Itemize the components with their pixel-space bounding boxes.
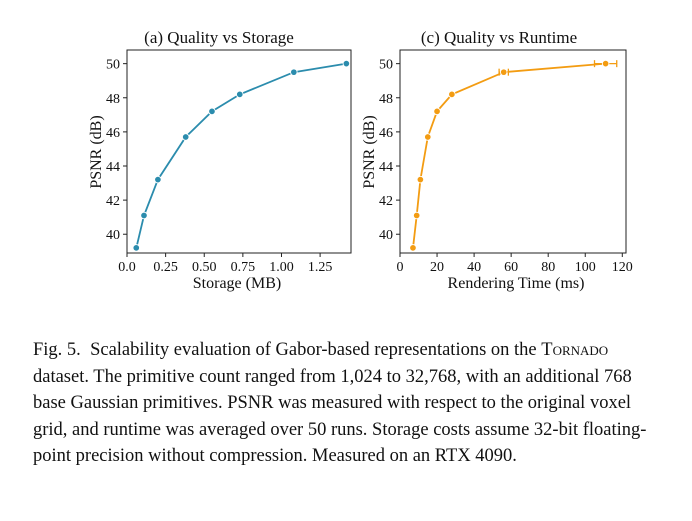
x-tick-label: 0.50 (192, 260, 217, 275)
y-tick-label: 44 (106, 160, 120, 175)
x-axis-label: Rendering Time (ms) (448, 275, 585, 292)
data-point (132, 244, 141, 252)
y-tick-label: 50 (379, 58, 393, 73)
x-tick-label: 0.75 (231, 260, 256, 275)
x-tick-label: 100 (575, 260, 596, 275)
x-tick-label: 0 (397, 260, 404, 275)
data-series (132, 59, 351, 252)
caption-label: Fig. 5. (33, 340, 81, 360)
y-tick-label: 48 (379, 92, 393, 107)
data-point (154, 175, 162, 184)
chart-quality-vs-runtime: (c) Quality vs Runtime PSNR (dB) Renderi… (361, 28, 633, 292)
x-axis-label: Storage (MB) (193, 275, 281, 292)
figure: (a) Quality vs Storage PSNR (dB) Storage… (88, 28, 633, 292)
data-point (409, 244, 417, 252)
data-point (448, 90, 456, 99)
caption-text-before: Scalability evaluation of Gabor-based re… (90, 340, 542, 360)
axis-ticks: 0.0 0.25 0.50 0.75 1.00 1.25 40 42 44 46 48 50 (106, 58, 332, 275)
data-point (424, 133, 432, 141)
x-tick-label: 1.00 (269, 260, 294, 275)
data-point (601, 59, 610, 68)
axis-ticks: 0 20 40 60 80 100 120 40 42 44 46 48 50 (379, 58, 633, 275)
y-axis-label: PSNR (dB) (361, 115, 378, 188)
data-point (433, 107, 441, 116)
series-line (135, 62, 347, 249)
x-tick-label: 120 (612, 260, 633, 275)
x-tick-label: 20 (430, 260, 444, 275)
y-tick-label: 40 (379, 228, 393, 243)
y-tick-label: 50 (106, 58, 120, 73)
y-tick-label: 48 (106, 92, 120, 107)
data-point (208, 107, 216, 116)
y-tick-label: 46 (106, 126, 120, 141)
data-point (412, 211, 421, 220)
x-tick-label: 60 (504, 260, 518, 275)
x-tick-label: 80 (541, 260, 555, 275)
x-tick-label: 40 (467, 260, 481, 275)
y-tick-label: 42 (106, 194, 120, 209)
y-tick-label: 40 (106, 228, 120, 243)
plot-frame (399, 49, 627, 254)
y-tick-label: 42 (379, 194, 393, 209)
figure-caption: Fig. 5. Scalability evaluation of Gabor-… (33, 337, 663, 470)
caption-dataset: Tornado (541, 340, 609, 360)
y-axis-label: PSNR (dB) (88, 115, 105, 188)
data-point (416, 175, 425, 184)
x-tick-label: 1.25 (308, 260, 333, 275)
data-point (236, 90, 244, 99)
data-point (499, 68, 508, 76)
caption-text-after: dataset. The primitive count ranged from… (33, 366, 647, 467)
chart-title: (c) Quality vs Runtime (421, 28, 577, 47)
plot-frame (126, 49, 352, 254)
x-tick-label: 0.0 (118, 260, 136, 275)
data-point (290, 68, 298, 76)
data-point (140, 211, 148, 220)
y-tick-label: 46 (379, 126, 393, 141)
y-tick-label: 44 (379, 160, 393, 175)
x-tick-label: 0.25 (153, 260, 178, 275)
data-point (342, 59, 351, 68)
series-line (412, 62, 606, 249)
data-point (181, 133, 190, 141)
chart-quality-vs-storage: (a) Quality vs Storage PSNR (dB) Storage… (88, 28, 352, 292)
data-series (409, 59, 618, 252)
chart-title: (a) Quality vs Storage (144, 28, 294, 47)
